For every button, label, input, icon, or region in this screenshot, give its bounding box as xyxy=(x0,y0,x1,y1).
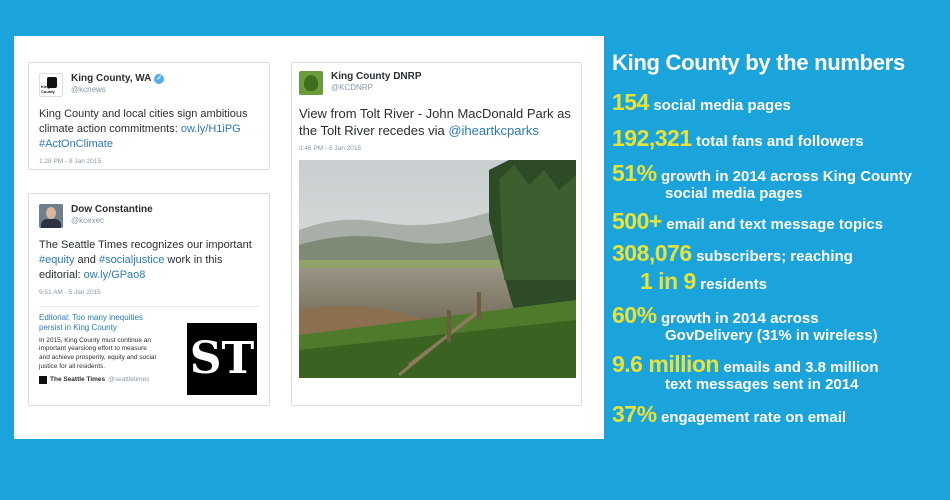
stat-item: 1 in 9 residents xyxy=(640,268,767,294)
article-summary: In 2015, King County must continue an im… xyxy=(39,336,156,370)
author-handle[interactable]: @KCDNRP xyxy=(331,82,373,92)
tweet-body: King County and local cities sign ambiti… xyxy=(39,108,248,135)
stat-number: 51% xyxy=(612,160,657,186)
stats-title: King County by the numbers xyxy=(612,50,905,75)
source-handle[interactable]: @seattletimes xyxy=(108,376,150,384)
stat-desc: total fans and followers xyxy=(696,133,864,150)
tweet-card-kcdnrp[interactable]: King County DNRP @KCDNRP View from Tolt … xyxy=(291,62,582,406)
tweet-body-c: work in this editorial: xyxy=(39,253,223,281)
stat-desc-line2: GovDelivery (31% in wireless) xyxy=(665,327,878,345)
hashtag-socialjustice[interactable]: #socialjustice xyxy=(98,253,165,266)
stat-number: 37% xyxy=(612,401,657,427)
tweet-body: View from Tolt River - John MacDonald Pa… xyxy=(299,106,571,139)
seattle-times-logo-icon[interactable]: ST xyxy=(187,322,257,395)
stat-desc: residents xyxy=(700,276,767,293)
stat-number: 9.6 million xyxy=(612,351,719,377)
stat-number: 500+ xyxy=(612,208,662,234)
mention-link[interactable]: @iheartkcparks xyxy=(448,123,539,139)
tweet-timestamp[interactable]: 9:51 AM - 5 Jan 2015 xyxy=(39,288,101,296)
tweets-panel: King County King County, WA ✓ @kcnews Kin… xyxy=(14,36,604,439)
tweet-link[interactable]: ow.ly/GPao8 xyxy=(83,268,146,281)
tweet-text: The Seattle Times recognizes our importa… xyxy=(39,238,259,283)
tweet-author: King County, WA ✓ @kcnews xyxy=(71,73,165,94)
source-name: The Seattle Times xyxy=(50,376,106,384)
stat-item: 37% engagement rate on email xyxy=(612,401,847,427)
stat-desc: engagement rate on email xyxy=(661,409,847,426)
tweet-link[interactable]: ow.ly/H1iPG xyxy=(180,122,241,135)
stat-item: 9.6 million emails and 3.8 million text … xyxy=(612,351,879,394)
stat-desc-line2: text messages sent in 2014 xyxy=(665,376,859,394)
tweet-author: King County DNRP @KCDNRP xyxy=(331,71,422,92)
stat-desc: growth in 2014 across xyxy=(661,310,819,327)
stat-number: 154 xyxy=(612,89,649,115)
author-name[interactable]: King County, WA xyxy=(71,73,152,84)
stat-item: 308,076 subscribers; reaching xyxy=(612,240,853,266)
stat-item: 51% growth in 2014 across King County so… xyxy=(612,160,912,203)
king-county-logo-icon[interactable]: King County xyxy=(39,73,63,97)
verified-badge-icon: ✓ xyxy=(154,73,165,84)
tweet-timestamp[interactable]: 1:28 PM - 8 Jan 2015 xyxy=(39,157,102,165)
stats-panel: King County by the numbers 154 social me… xyxy=(604,36,950,439)
tweet-body-b: and xyxy=(74,253,99,266)
stat-desc: emails and 3.8 million xyxy=(723,359,879,376)
stat-desc: subscribers; reaching xyxy=(696,248,853,265)
stat-item: 500+ email and text message topics xyxy=(612,208,884,234)
author-handle[interactable]: @kcexec xyxy=(71,215,105,225)
river-landscape-image xyxy=(299,160,576,379)
stat-number: 1 in 9 xyxy=(640,268,696,294)
tweet-body-a: The Seattle Times recognizes our importa… xyxy=(39,239,252,251)
avatar-label: King County xyxy=(41,84,55,94)
stat-desc-line2: social media pages xyxy=(665,185,803,203)
tweet-text: View from Tolt River - John MacDonald Pa… xyxy=(299,105,574,139)
embedded-article-card[interactable]: Editorial: Too many inequities persist i… xyxy=(39,305,259,406)
stat-item: 60% growth in 2014 across GovDelivery (3… xyxy=(612,302,878,345)
seattle-times-mini-icon xyxy=(39,375,47,384)
article-source: The Seattle Times @seattletimes xyxy=(39,375,259,384)
hashtag-equity[interactable]: #equity xyxy=(39,253,75,266)
tweet-header: King County King County, WA ✓ @kcnews xyxy=(39,73,259,97)
stat-desc: social media pages xyxy=(653,97,791,114)
stat-item: 154 social media pages xyxy=(612,89,791,115)
stat-number: 308,076 xyxy=(612,240,692,266)
stat-desc: email and text message topics xyxy=(666,216,884,233)
tweet-card-kcnews[interactable]: King County King County, WA ✓ @kcnews Kin… xyxy=(28,62,270,170)
tweet-timestamp[interactable]: 3:46 PM - 6 Jan 2015 xyxy=(299,145,362,153)
stat-desc: growth in 2014 across King County xyxy=(661,168,912,185)
stat-number: 60% xyxy=(612,302,657,328)
tweet-text: King County and local cities sign ambiti… xyxy=(39,107,259,152)
hashtag-link[interactable]: #ActOnClimate xyxy=(39,137,113,150)
stat-item: 192,321 total fans and followers xyxy=(612,125,864,151)
article-headline[interactable]: Editorial: Too many inequities persist i… xyxy=(39,312,143,332)
tweet-header: King County DNRP @KCDNRP xyxy=(299,71,574,95)
avatar[interactable] xyxy=(299,71,323,95)
stat-number: 192,321 xyxy=(612,125,692,151)
tweet-header: Dow Constantine @kcexec xyxy=(39,204,259,228)
author-name[interactable]: King County DNRP xyxy=(331,71,422,82)
tolt-river-photo[interactable] xyxy=(299,160,576,379)
tweet-author: Dow Constantine @kcexec xyxy=(71,204,153,225)
tweet-card-kcexec[interactable]: Dow Constantine @kcexec The Seattle Time… xyxy=(28,193,270,406)
author-name[interactable]: Dow Constantine xyxy=(71,204,153,215)
author-handle[interactable]: @kcnews xyxy=(71,84,106,94)
avatar[interactable] xyxy=(39,204,63,228)
